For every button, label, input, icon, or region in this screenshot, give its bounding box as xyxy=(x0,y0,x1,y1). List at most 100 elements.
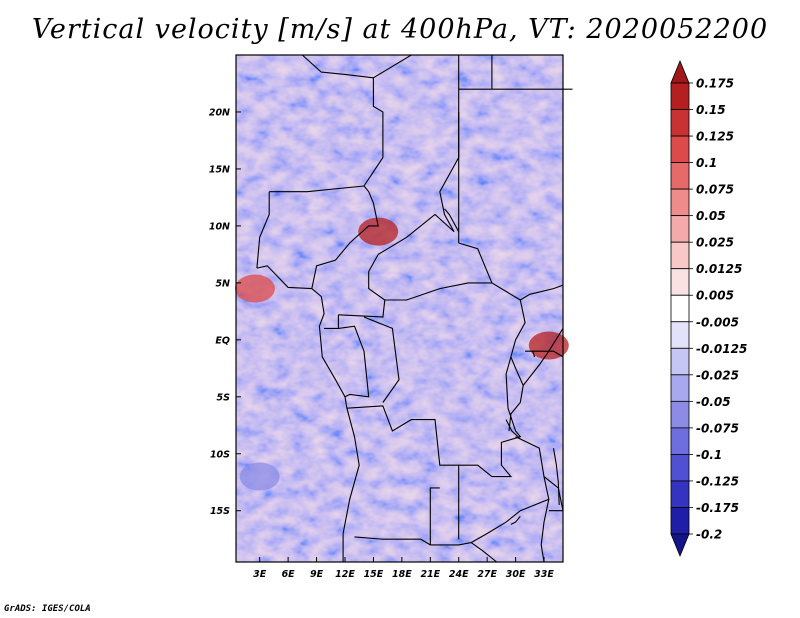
x-tick-label: 9E xyxy=(310,569,324,580)
x-tick-label: 24E xyxy=(449,569,469,580)
plot-frame xyxy=(235,54,564,563)
colorbar-label: 0.15 xyxy=(696,103,726,117)
colorbar-label: 0.125 xyxy=(696,130,734,144)
colorbar-label: -0.1 xyxy=(696,448,722,462)
y-tick-label: 10S xyxy=(210,449,230,460)
border-line xyxy=(510,299,526,358)
colorbar-label: -0.2 xyxy=(696,528,722,542)
x-tick-label: 12E xyxy=(335,569,355,580)
y-tick-label: 15N xyxy=(209,164,230,175)
colorbar-label: 0.075 xyxy=(696,183,734,197)
colorbar-label: 0.025 xyxy=(696,236,734,250)
border-line xyxy=(311,191,379,289)
x-tick-label: 3E xyxy=(253,569,267,580)
colorbar-swatch xyxy=(670,400,690,429)
border-line xyxy=(301,54,374,79)
x-tick-label: 15E xyxy=(364,569,384,580)
field-texture xyxy=(236,55,563,562)
border-line xyxy=(505,419,520,439)
border-line xyxy=(543,476,564,512)
border-line xyxy=(458,356,522,478)
y-tick-label: 5N xyxy=(215,278,230,289)
border-line xyxy=(269,185,365,193)
colorbar: 0.175 0.15 0.125 0.1 0.075 0.05 0.025 0.0125 0.0… xyxy=(670,59,747,558)
x-tick-label: 21E xyxy=(420,569,440,580)
country-borders xyxy=(256,54,573,563)
border-line xyxy=(540,499,550,563)
border-line xyxy=(525,350,564,358)
y-tick-label: EQ xyxy=(215,335,230,346)
border-line xyxy=(532,351,536,358)
colorbar-swatch xyxy=(670,109,690,137)
field-feature xyxy=(358,217,399,246)
colorbar-swatch xyxy=(670,59,690,84)
border-line xyxy=(429,487,440,545)
border-line xyxy=(338,254,386,318)
border-line xyxy=(363,316,400,403)
colorbar-swatch xyxy=(670,215,690,243)
y-tick-label: 20N xyxy=(209,107,230,118)
colorbar-swatch xyxy=(670,294,690,323)
colorbar-swatch xyxy=(670,162,690,190)
colorbar-label: 0.1 xyxy=(696,156,717,170)
colorbar-swatch xyxy=(670,533,690,558)
border-line xyxy=(256,191,270,269)
x-tick-label: 6E xyxy=(282,569,296,580)
colorbar-label: -0.0125 xyxy=(696,342,747,356)
border-line xyxy=(508,356,524,432)
field-feature xyxy=(234,274,275,303)
colorbar-swatch xyxy=(670,507,690,535)
border-line xyxy=(363,77,384,193)
border-line xyxy=(520,284,564,301)
border-line xyxy=(458,242,493,284)
y-tick-label: 5S xyxy=(217,392,231,403)
border-line xyxy=(552,448,560,506)
border-line xyxy=(444,208,460,232)
border-line xyxy=(338,325,370,398)
colorbar-swatch xyxy=(670,268,690,296)
colorbar-label: -0.05 xyxy=(696,395,731,409)
field-feature xyxy=(528,331,569,360)
border-line xyxy=(377,213,455,255)
y-tick-label: 10N xyxy=(209,221,230,232)
chart-title: Vertical velocity [m/s] at 400hPa, VT: 2… xyxy=(31,14,769,45)
colorbar-swatch xyxy=(670,374,690,402)
x-tick-label: 30E xyxy=(506,569,526,580)
border-line xyxy=(346,405,460,488)
footer-credit: GrADS: IGES/COLA xyxy=(4,604,91,614)
colorbar-swatch xyxy=(670,480,690,508)
axes: 3E 6E 9E 12E 15E 18E 21E 24E 27E 30E 33E 20N 15N 10N 5… xyxy=(209,54,564,580)
colorbar-swatch xyxy=(670,321,690,349)
border-line xyxy=(510,516,521,525)
x-tick-label: 33E xyxy=(534,569,554,580)
colorbar-label: -0.075 xyxy=(696,421,739,435)
colorbar-swatch xyxy=(670,241,690,270)
plot-area xyxy=(234,55,569,562)
colorbar-swatch xyxy=(670,347,690,376)
colorbar-swatch xyxy=(670,188,690,217)
colorbar-label: 0.175 xyxy=(696,77,734,91)
x-tick-label: 27E xyxy=(477,569,497,580)
border-line xyxy=(439,55,460,232)
y-tick-label: 15S xyxy=(210,506,230,517)
colorbar-swatch xyxy=(670,427,690,455)
x-tick-label: 18E xyxy=(392,569,412,580)
colorbar-swatch xyxy=(670,135,690,163)
field-feature xyxy=(239,462,280,491)
border-line xyxy=(470,436,550,544)
border-line xyxy=(470,542,498,563)
colorbar-label: -0.175 xyxy=(696,501,739,515)
border-line xyxy=(384,282,521,301)
colorbar-label: -0.125 xyxy=(696,474,739,488)
border-line xyxy=(256,265,360,562)
colorbar-label: -0.025 xyxy=(696,368,739,382)
colorbar-label: 0.05 xyxy=(696,209,726,223)
colorbar-label: -0.005 xyxy=(696,315,739,329)
colorbar-swatch xyxy=(670,82,690,110)
colorbar-swatch xyxy=(670,454,690,482)
colorbar-label: 0.005 xyxy=(696,289,734,303)
border-line xyxy=(354,536,472,546)
border-line xyxy=(522,328,564,386)
colorbar-label: 0.0125 xyxy=(696,262,742,276)
